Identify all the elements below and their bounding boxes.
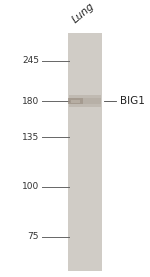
Text: 180: 180 [22,97,39,106]
Text: 135: 135 [22,133,39,142]
Bar [70,100,80,103]
Text: 100: 100 [22,183,39,191]
Bar [69,95,100,107]
Bar [68,98,83,104]
Bar [69,95,100,107]
Text: 245: 245 [22,57,39,65]
Text: 75: 75 [27,232,39,241]
Bar [83,98,101,104]
Bar [69,95,100,107]
Text: BIG1: BIG1 [120,96,145,106]
Bar [68,33,102,271]
Text: Lung: Lung [70,1,96,25]
